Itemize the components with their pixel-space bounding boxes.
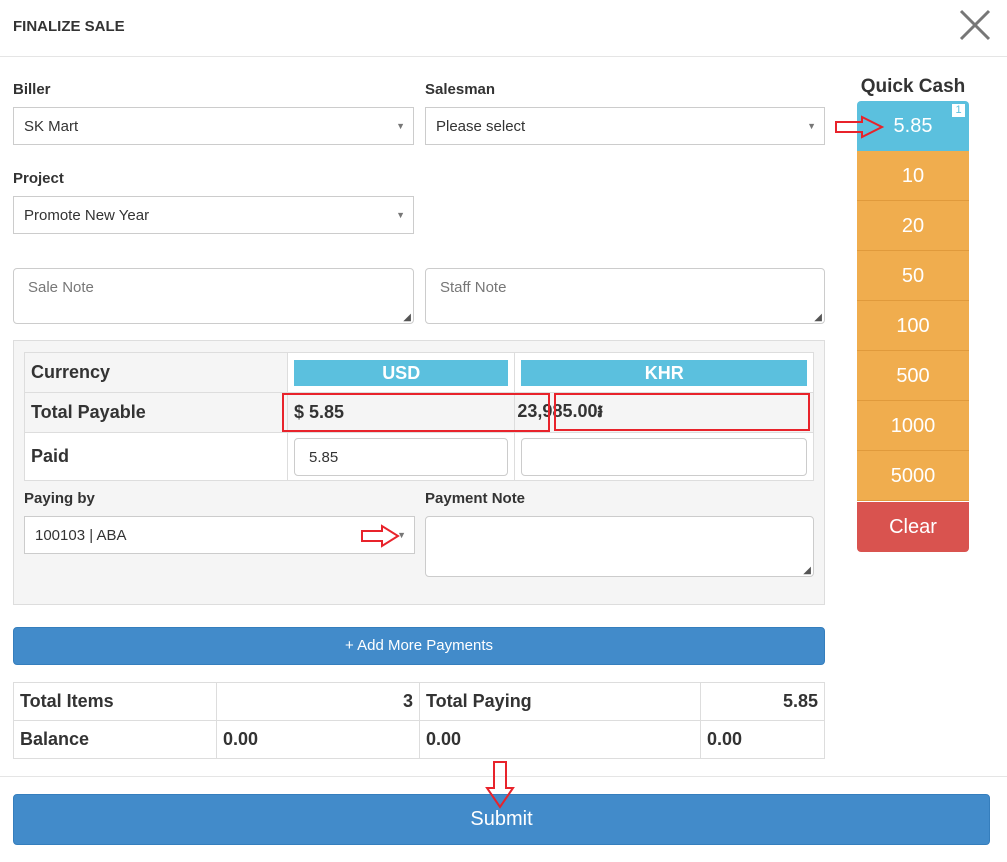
balance-value: 0.00 xyxy=(216,720,420,759)
caret-down-icon: ▼ xyxy=(396,210,405,220)
close-icon[interactable] xyxy=(958,8,992,42)
quick-cash-100[interactable]: 100 xyxy=(857,301,969,351)
salesman-select[interactable]: Please select ▼ xyxy=(425,107,825,145)
staff-note-placeholder: Staff Note xyxy=(440,279,507,296)
quick-cash-10[interactable]: 10 xyxy=(857,151,969,201)
quick-cash-5000[interactable]: 5000 xyxy=(857,451,969,501)
totals-table: Total Items 3 Total Paying 5.85 Balance … xyxy=(13,682,825,759)
payment-panel: Currency USD KHR Total Payable $ 5.85 23… xyxy=(13,340,825,605)
arrow-right-icon xyxy=(361,524,400,548)
modal-footer-divider xyxy=(0,776,1007,777)
paid-usd-input[interactable]: 5.85 xyxy=(294,437,509,476)
total-paying-label: Total Paying xyxy=(419,682,701,721)
add-more-payments-button[interactable]: + Add More Payments xyxy=(13,627,825,665)
biller-label: Biller xyxy=(13,81,51,98)
paying-by-value: 100103 | ABA xyxy=(35,527,127,544)
quick-cash-count-badge: 1 xyxy=(952,104,965,117)
biller-select[interactable]: SK Mart ▼ xyxy=(13,107,414,145)
quick-cash-selected[interactable]: 5.85 1 xyxy=(857,101,969,151)
paid-khr-input[interactable] xyxy=(521,437,807,476)
quick-cash-50[interactable]: 50 xyxy=(857,251,969,301)
biller-value: SK Mart xyxy=(24,118,79,135)
payment-note-textarea[interactable]: ◢ xyxy=(425,516,814,577)
balance-value: 0.00 xyxy=(700,720,825,759)
resize-grip-icon[interactable]: ◢ xyxy=(803,565,811,576)
currency-table: Currency USD KHR Total Payable $ 5.85 23… xyxy=(24,352,814,481)
quick-cash-20[interactable]: 20 xyxy=(857,201,969,251)
resize-grip-icon[interactable]: ◢ xyxy=(814,312,822,323)
paid-label: Paid xyxy=(24,432,288,481)
currency-usd: USD xyxy=(294,359,509,386)
currency-label: Currency xyxy=(24,352,288,393)
arrow-right-icon xyxy=(835,115,885,139)
salesman-value: Please select xyxy=(436,118,526,135)
project-select[interactable]: Promote New Year ▼ xyxy=(13,196,414,234)
sale-note-textarea[interactable]: Sale Note ◢ xyxy=(13,268,414,324)
staff-note-textarea[interactable]: Staff Note ◢ xyxy=(425,268,825,324)
caret-down-icon: ▼ xyxy=(396,121,405,131)
arrow-down-icon xyxy=(485,761,515,809)
balance-value: 0.00 xyxy=(419,720,701,759)
quick-cash-clear-button[interactable]: Clear xyxy=(857,502,969,552)
modal-title: FINALIZE SALE xyxy=(13,18,125,35)
quick-cash-500[interactable]: 500 xyxy=(857,351,969,401)
highlight-box xyxy=(554,393,810,431)
quick-cash-title: Quick Cash xyxy=(860,76,966,97)
balance-label: Balance xyxy=(13,720,217,759)
total-items-value: 3 xyxy=(216,682,420,721)
paying-by-label: Paying by xyxy=(24,490,95,507)
total-items-label: Total Items xyxy=(13,682,217,721)
quick-cash-selected-amount: 5.85 xyxy=(893,115,933,137)
paying-by-select[interactable]: 100103 | ABA ▼ xyxy=(24,516,415,554)
caret-down-icon: ▼ xyxy=(807,121,816,131)
total-paying-value: 5.85 xyxy=(700,682,825,721)
currency-khr: KHR xyxy=(521,359,807,386)
caret-down-icon: ▼ xyxy=(397,530,406,540)
total-payable-label: Total Payable xyxy=(24,392,288,433)
highlight-box xyxy=(282,393,550,432)
payment-note-label: Payment Note xyxy=(425,490,526,507)
quick-cash-1000[interactable]: 1000 xyxy=(857,401,969,451)
project-label: Project xyxy=(13,170,64,187)
sale-note-placeholder: Sale Note xyxy=(28,279,94,296)
submit-button[interactable]: Submit xyxy=(13,794,990,845)
modal-header: FINALIZE SALE xyxy=(0,0,1007,57)
resize-grip-icon[interactable]: ◢ xyxy=(403,312,411,323)
salesman-label: Salesman xyxy=(425,81,496,98)
project-value: Promote New Year xyxy=(24,207,150,224)
